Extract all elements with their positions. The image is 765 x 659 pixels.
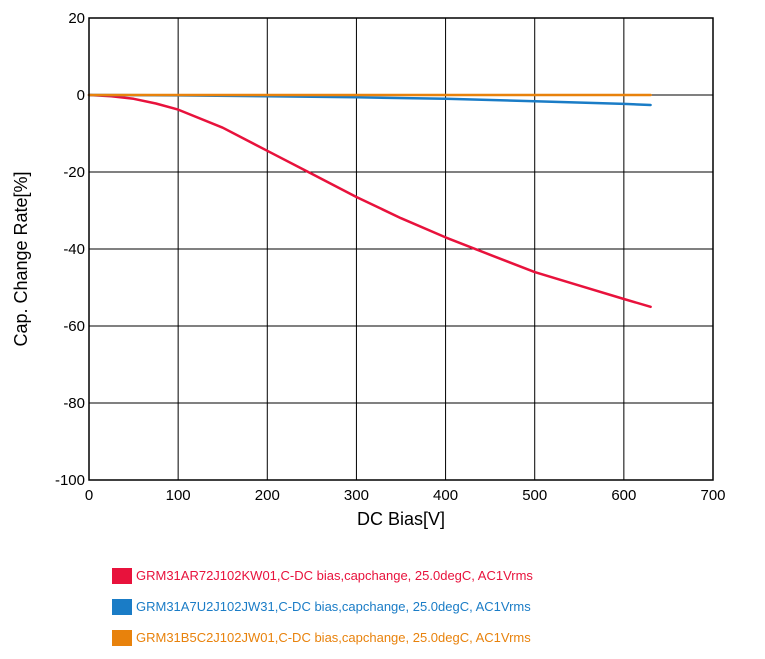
y-tick-label: -80 xyxy=(63,395,85,412)
x-tick-label: 0 xyxy=(85,487,93,504)
legend-swatch xyxy=(112,629,132,646)
legend-label: GRM31B5C2J102JW01,C-DC bias,capchange, 2… xyxy=(136,630,531,645)
y-tick-label: 20 xyxy=(68,10,85,27)
x-tick-label: 700 xyxy=(700,487,725,504)
y-tick-labels: 20 0 -20 -40 -60 -80 -100 xyxy=(55,10,85,489)
y-tick-label: -60 xyxy=(63,318,85,335)
y-tick-label: -20 xyxy=(63,164,85,181)
plot-frame xyxy=(88,17,714,481)
y-tick-label: -100 xyxy=(55,472,85,489)
y-tick-label: -40 xyxy=(63,241,85,258)
series-layer xyxy=(87,93,652,309)
x-tick-label: 400 xyxy=(433,487,458,504)
legend-item: GRM31A7U2J102JW31,C-DC bias,capchange, 2… xyxy=(112,597,752,616)
x-tick-label: 200 xyxy=(255,487,280,504)
legend-item: GRM31B5C2J102JW01,C-DC bias,capchange, 2… xyxy=(112,628,752,647)
x-axis-title: DC Bias[V] xyxy=(357,509,445,529)
grid-lines xyxy=(88,17,714,481)
x-tick-labels: 0 100 200 300 400 500 600 700 xyxy=(85,487,726,504)
legend: GRM31AR72J102KW01,C-DC bias,capchange, 2… xyxy=(112,566,752,659)
legend-label: GRM31A7U2J102JW31,C-DC bias,capchange, 2… xyxy=(136,599,531,614)
legend-swatch xyxy=(112,567,132,584)
y-axis-title: Cap. Change Rate[%] xyxy=(11,171,31,346)
legend-swatch xyxy=(112,598,132,615)
y-tick-label: 0 xyxy=(77,87,85,104)
legend-item: GRM31AR72J102KW01,C-DC bias,capchange, 2… xyxy=(112,566,752,585)
legend-label: GRM31AR72J102KW01,C-DC bias,capchange, 2… xyxy=(136,568,533,583)
x-tick-label: 300 xyxy=(344,487,369,504)
series-line-0 xyxy=(87,93,652,309)
x-tick-label: 100 xyxy=(166,487,191,504)
x-tick-label: 600 xyxy=(611,487,636,504)
series-line-1 xyxy=(87,93,652,107)
x-tick-label: 500 xyxy=(522,487,547,504)
